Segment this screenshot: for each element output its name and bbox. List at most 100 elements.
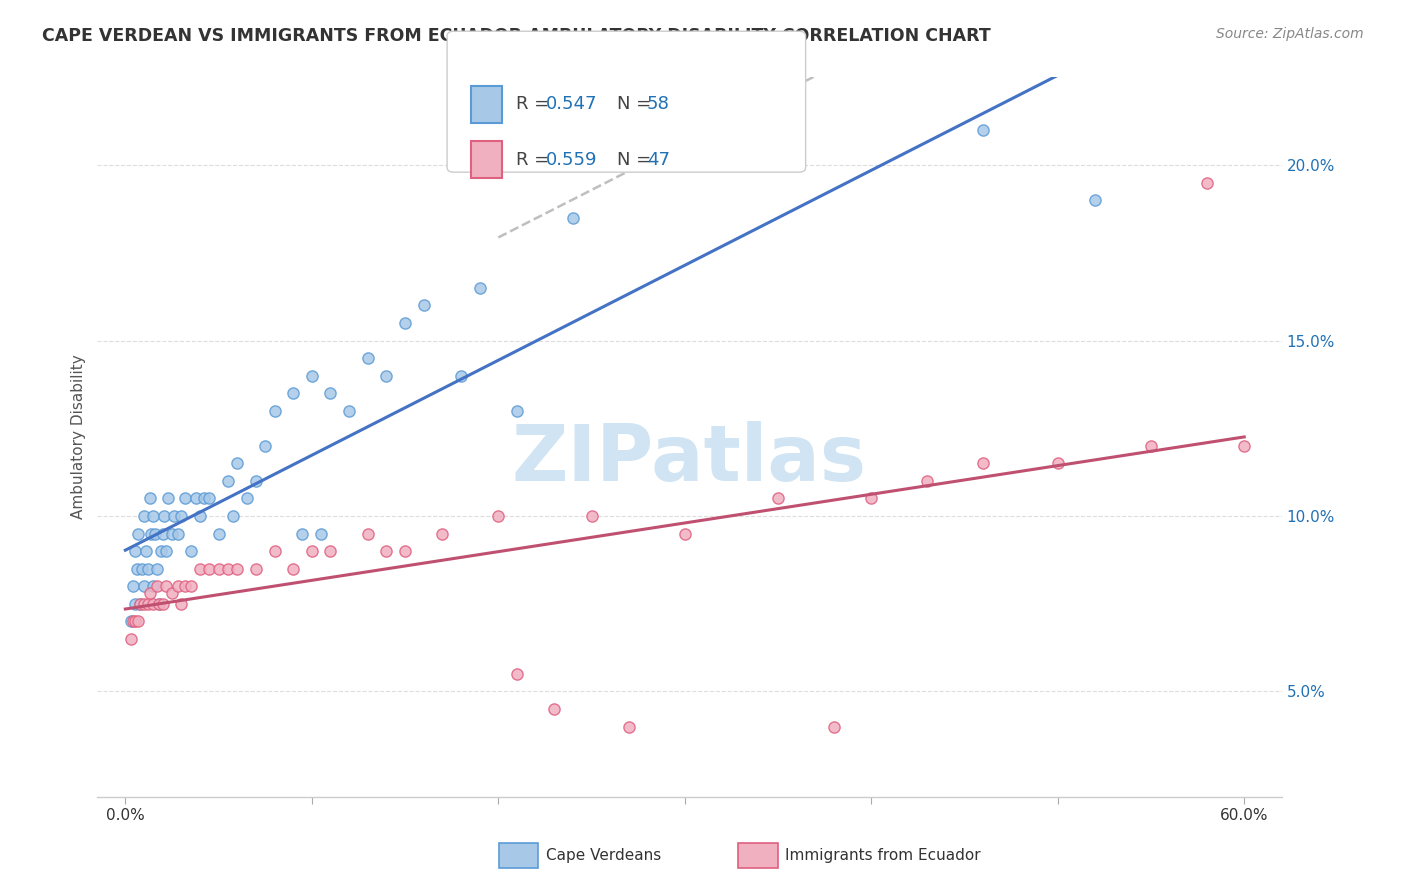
Point bbox=[823, 719, 845, 733]
Point bbox=[468, 281, 491, 295]
Point bbox=[506, 666, 529, 681]
Point bbox=[581, 508, 603, 523]
Point bbox=[1084, 193, 1107, 207]
Point bbox=[394, 544, 416, 558]
Point bbox=[245, 474, 267, 488]
Point bbox=[124, 614, 146, 628]
Point bbox=[226, 456, 249, 470]
Point bbox=[766, 491, 789, 506]
Point bbox=[141, 526, 163, 541]
Point bbox=[301, 368, 323, 383]
Point bbox=[180, 544, 202, 558]
Point bbox=[1046, 456, 1069, 470]
Point bbox=[142, 579, 165, 593]
Point bbox=[375, 368, 398, 383]
Point bbox=[309, 526, 332, 541]
Point bbox=[412, 298, 434, 312]
Point bbox=[138, 491, 160, 506]
Point bbox=[152, 526, 174, 541]
Point bbox=[186, 491, 208, 506]
Point bbox=[561, 211, 583, 225]
Point bbox=[291, 526, 314, 541]
Point bbox=[263, 403, 285, 417]
Point bbox=[146, 561, 169, 575]
Text: Source: ZipAtlas.com: Source: ZipAtlas.com bbox=[1216, 27, 1364, 41]
Point bbox=[146, 579, 169, 593]
Text: 47: 47 bbox=[647, 151, 669, 169]
Point bbox=[142, 597, 165, 611]
Point bbox=[375, 544, 398, 558]
Point bbox=[188, 508, 211, 523]
Text: 0.559: 0.559 bbox=[546, 151, 598, 169]
Point bbox=[860, 491, 883, 506]
Point bbox=[132, 508, 155, 523]
Point bbox=[127, 614, 149, 628]
Point bbox=[217, 561, 239, 575]
Point bbox=[160, 526, 183, 541]
Point bbox=[217, 474, 239, 488]
Text: Immigrants from Ecuador: Immigrants from Ecuador bbox=[785, 848, 980, 863]
Point bbox=[124, 597, 146, 611]
Point bbox=[394, 316, 416, 330]
Point bbox=[160, 586, 183, 600]
Point bbox=[120, 614, 142, 628]
Point bbox=[135, 544, 157, 558]
Point bbox=[155, 544, 177, 558]
Point bbox=[121, 614, 143, 628]
Point bbox=[129, 597, 152, 611]
Point bbox=[972, 456, 994, 470]
Point bbox=[148, 597, 170, 611]
Point bbox=[170, 597, 193, 611]
Point bbox=[543, 702, 565, 716]
Point bbox=[129, 597, 152, 611]
Point bbox=[157, 491, 180, 506]
Point bbox=[124, 544, 146, 558]
Point bbox=[245, 561, 267, 575]
Point bbox=[138, 586, 160, 600]
Point bbox=[152, 597, 174, 611]
Point bbox=[506, 403, 529, 417]
Point bbox=[174, 491, 197, 506]
Point bbox=[1195, 176, 1218, 190]
Point bbox=[301, 544, 323, 558]
Point bbox=[198, 491, 221, 506]
Point bbox=[235, 491, 257, 506]
Point bbox=[207, 561, 229, 575]
Point bbox=[136, 561, 159, 575]
Point bbox=[915, 474, 938, 488]
Point bbox=[132, 597, 155, 611]
Point bbox=[486, 508, 509, 523]
Point bbox=[673, 526, 696, 541]
Point bbox=[319, 544, 342, 558]
Text: R =: R = bbox=[516, 151, 555, 169]
Point bbox=[153, 508, 176, 523]
Point bbox=[357, 351, 380, 365]
Point bbox=[166, 579, 188, 593]
Point bbox=[450, 368, 472, 383]
Point bbox=[155, 579, 177, 593]
Text: CAPE VERDEAN VS IMMIGRANTS FROM ECUADOR AMBULATORY DISABILITY CORRELATION CHART: CAPE VERDEAN VS IMMIGRANTS FROM ECUADOR … bbox=[42, 27, 991, 45]
Point bbox=[617, 719, 640, 733]
Point bbox=[283, 561, 305, 575]
Point bbox=[174, 579, 197, 593]
Point bbox=[180, 579, 202, 593]
Point bbox=[163, 508, 186, 523]
Point bbox=[127, 526, 149, 541]
Point bbox=[143, 526, 166, 541]
Point bbox=[148, 597, 170, 611]
Point bbox=[1140, 439, 1163, 453]
Point bbox=[337, 403, 360, 417]
Point bbox=[188, 561, 211, 575]
Point bbox=[193, 491, 215, 506]
Point bbox=[1233, 439, 1256, 453]
Point bbox=[121, 579, 143, 593]
Y-axis label: Ambulatory Disability: Ambulatory Disability bbox=[72, 355, 86, 519]
Point bbox=[226, 561, 249, 575]
Point bbox=[120, 632, 142, 646]
Text: Cape Verdeans: Cape Verdeans bbox=[546, 848, 661, 863]
Point bbox=[319, 386, 342, 401]
Text: 58: 58 bbox=[647, 95, 669, 113]
Point bbox=[283, 386, 305, 401]
Point bbox=[149, 544, 172, 558]
Point bbox=[357, 526, 380, 541]
